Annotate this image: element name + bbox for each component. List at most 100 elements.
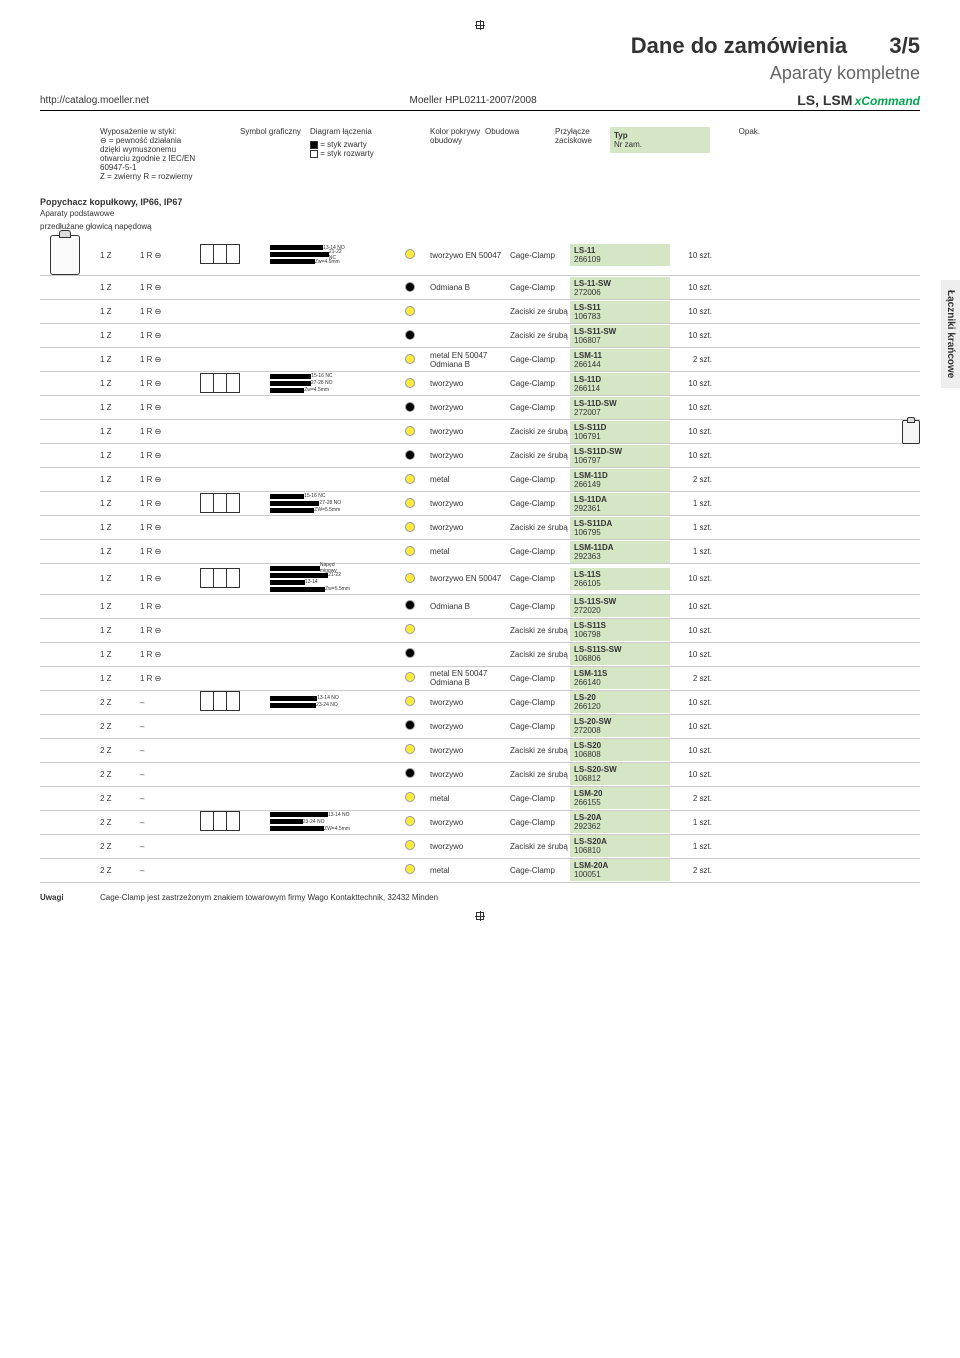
type-number: 100051 [574, 870, 666, 879]
cell-terminal: Cage-Clamp [510, 251, 570, 260]
cell-r: 1 R ⊖ [140, 427, 200, 436]
cell-r: – [140, 842, 200, 851]
type-number: 106797 [574, 456, 666, 465]
type-number: 106783 [574, 312, 666, 321]
cell-r: 1 R ⊖ [140, 499, 200, 508]
color-dot-icon [405, 306, 415, 316]
cell-pack: 10 szt. [670, 650, 720, 659]
section-sub1: Aparaty podstawowe [40, 209, 920, 218]
cell-type: LSM-11DA292363 [570, 541, 670, 563]
cell-color [390, 498, 430, 510]
cell-diagram: 13-14 NO 23-24 NO [270, 694, 390, 710]
cell-z: 1 Z [90, 650, 140, 659]
cell-color [390, 744, 430, 756]
footer-text: Cage-Clamp jest zastrzeżonym znakiem tow… [100, 893, 438, 902]
cell-type: LSM-20A100051 [570, 859, 670, 881]
col-type-sub: Nr zam. [614, 140, 706, 149]
cell-z: 2 Z [90, 866, 140, 875]
cell-color [390, 282, 430, 294]
cell-pack: 1 szt. [670, 499, 720, 508]
cell-housing: tworzywo EN 50047 [430, 574, 510, 583]
cell-z: 2 Z [90, 842, 140, 851]
color-dot-icon [405, 498, 415, 508]
type-code: LS-S11D [574, 423, 666, 432]
type-code: LSM-20 [574, 789, 666, 798]
type-number: 266140 [574, 678, 666, 687]
legend-open-icon [310, 150, 318, 158]
cell-terminal: Zaciski ze śrubą [510, 523, 570, 532]
color-dot-icon [405, 744, 415, 754]
col-pack: Opak. [710, 127, 760, 136]
cell-terminal: Cage-Clamp [510, 403, 570, 412]
table-row: 2 Z–tworzywoCage-ClampLS-20-SW27200810 s… [40, 715, 920, 739]
cell-color [390, 672, 430, 684]
cell-pack: 2 szt. [670, 866, 720, 875]
diagram-bars: 15-16 NC 27-28 NO ZW=5.5mm [270, 492, 350, 514]
cell-housing: tworzywo [430, 523, 510, 532]
table-row: 1 Z1 R ⊖Zaciski ze śrubąLS-S11S10679810 … [40, 619, 920, 643]
color-dot-icon [405, 696, 415, 706]
cell-terminal: Cage-Clamp [510, 794, 570, 803]
footer: Uwagi Cage-Clamp jest zastrzeżonym znaki… [40, 883, 920, 902]
cell-color [390, 696, 430, 708]
cell-r: 1 R ⊖ [140, 451, 200, 460]
type-number: 106807 [574, 336, 666, 345]
cell-symbol [200, 568, 270, 590]
type-code: LS-S11D-SW [574, 447, 666, 456]
cell-type: LS-11D-SW272007 [570, 397, 670, 419]
cell-symbol [200, 811, 270, 833]
table-row: 1 Z1 R ⊖tworzywoZaciski ze śrubąLS-S11D-… [40, 444, 920, 468]
cell-z: 2 Z [90, 818, 140, 827]
type-code: LS-20 [574, 693, 666, 702]
color-dot-icon [405, 426, 415, 436]
type-code: LS-S11DA [574, 519, 666, 528]
cell-color [390, 402, 430, 414]
cell-color [390, 600, 430, 612]
cell-pack: 10 szt. [670, 307, 720, 316]
col-housing: Obudowa [485, 127, 555, 136]
brand-label: xCommand [855, 94, 920, 108]
type-number: 272007 [574, 408, 666, 417]
table-row: 1 Z1 R ⊖ Napęd migowy 21-22 13-14 Zw=5.5… [40, 564, 920, 595]
cell-pack: 10 szt. [670, 698, 720, 707]
cell-z: 1 Z [90, 602, 140, 611]
cell-z: 1 Z [90, 403, 140, 412]
cell-type: LS-11S266105 [570, 568, 670, 590]
cell-pack: 10 szt. [670, 574, 720, 583]
color-dot-icon [405, 768, 415, 778]
table-row: 1 Z1 R ⊖ 13-14 NO 21-22 NC Zw=4.5mmtworz… [40, 235, 920, 276]
legend-closed-icon [310, 141, 318, 149]
table-row: 2 Z–metalCage-ClampLSM-202661552 szt. [40, 787, 920, 811]
type-number: 266155 [574, 798, 666, 807]
diagram-bars: 13-14 NO 23-24 NO ZW=4.5mm [270, 811, 350, 833]
cell-color [390, 378, 430, 390]
table-row: 1 Z1 R ⊖Zaciski ze śrubąLS-S11S-SW106806… [40, 643, 920, 667]
color-dot-icon [405, 450, 415, 460]
cell-pack: 10 szt. [670, 331, 720, 340]
cell-pack: 10 szt. [670, 403, 720, 412]
cell-r: 1 R ⊖ [140, 403, 200, 412]
col-color: Kolor pokrywy obudowy [430, 127, 485, 145]
cell-type: LS-11DA292361 [570, 493, 670, 515]
cell-terminal: Cage-Clamp [510, 818, 570, 827]
circuit-symbol-icon [200, 811, 240, 831]
cell-z: 2 Z [90, 770, 140, 779]
type-number: 266144 [574, 360, 666, 369]
cell-terminal: Zaciski ze śrubą [510, 307, 570, 316]
type-code: LS-11 [574, 246, 666, 255]
cell-type: LS-S11-SW106807 [570, 325, 670, 347]
table-row: 1 Z1 R ⊖metal EN 50047 Odmiana BCage-Cla… [40, 667, 920, 691]
cell-housing: tworzywo [430, 451, 510, 460]
type-code: LS-11S [574, 570, 666, 579]
type-code: LS-S11S [574, 621, 666, 630]
legend-closed: = styk zwarty [320, 140, 366, 149]
cell-terminal: Zaciski ze śrubą [510, 842, 570, 851]
cell-housing: Odmiana B [430, 283, 510, 292]
cell-type: LS-S20A106810 [570, 835, 670, 857]
cell-r: 1 R ⊖ [140, 574, 200, 583]
cell-pack: 10 szt. [670, 626, 720, 635]
table-row: 2 Z–tworzywoZaciski ze śrubąLS-S20106808… [40, 739, 920, 763]
cell-z: 2 Z [90, 746, 140, 755]
type-code: LSM-20A [574, 861, 666, 870]
catalog-url: http://catalog.moeller.net [40, 95, 149, 106]
